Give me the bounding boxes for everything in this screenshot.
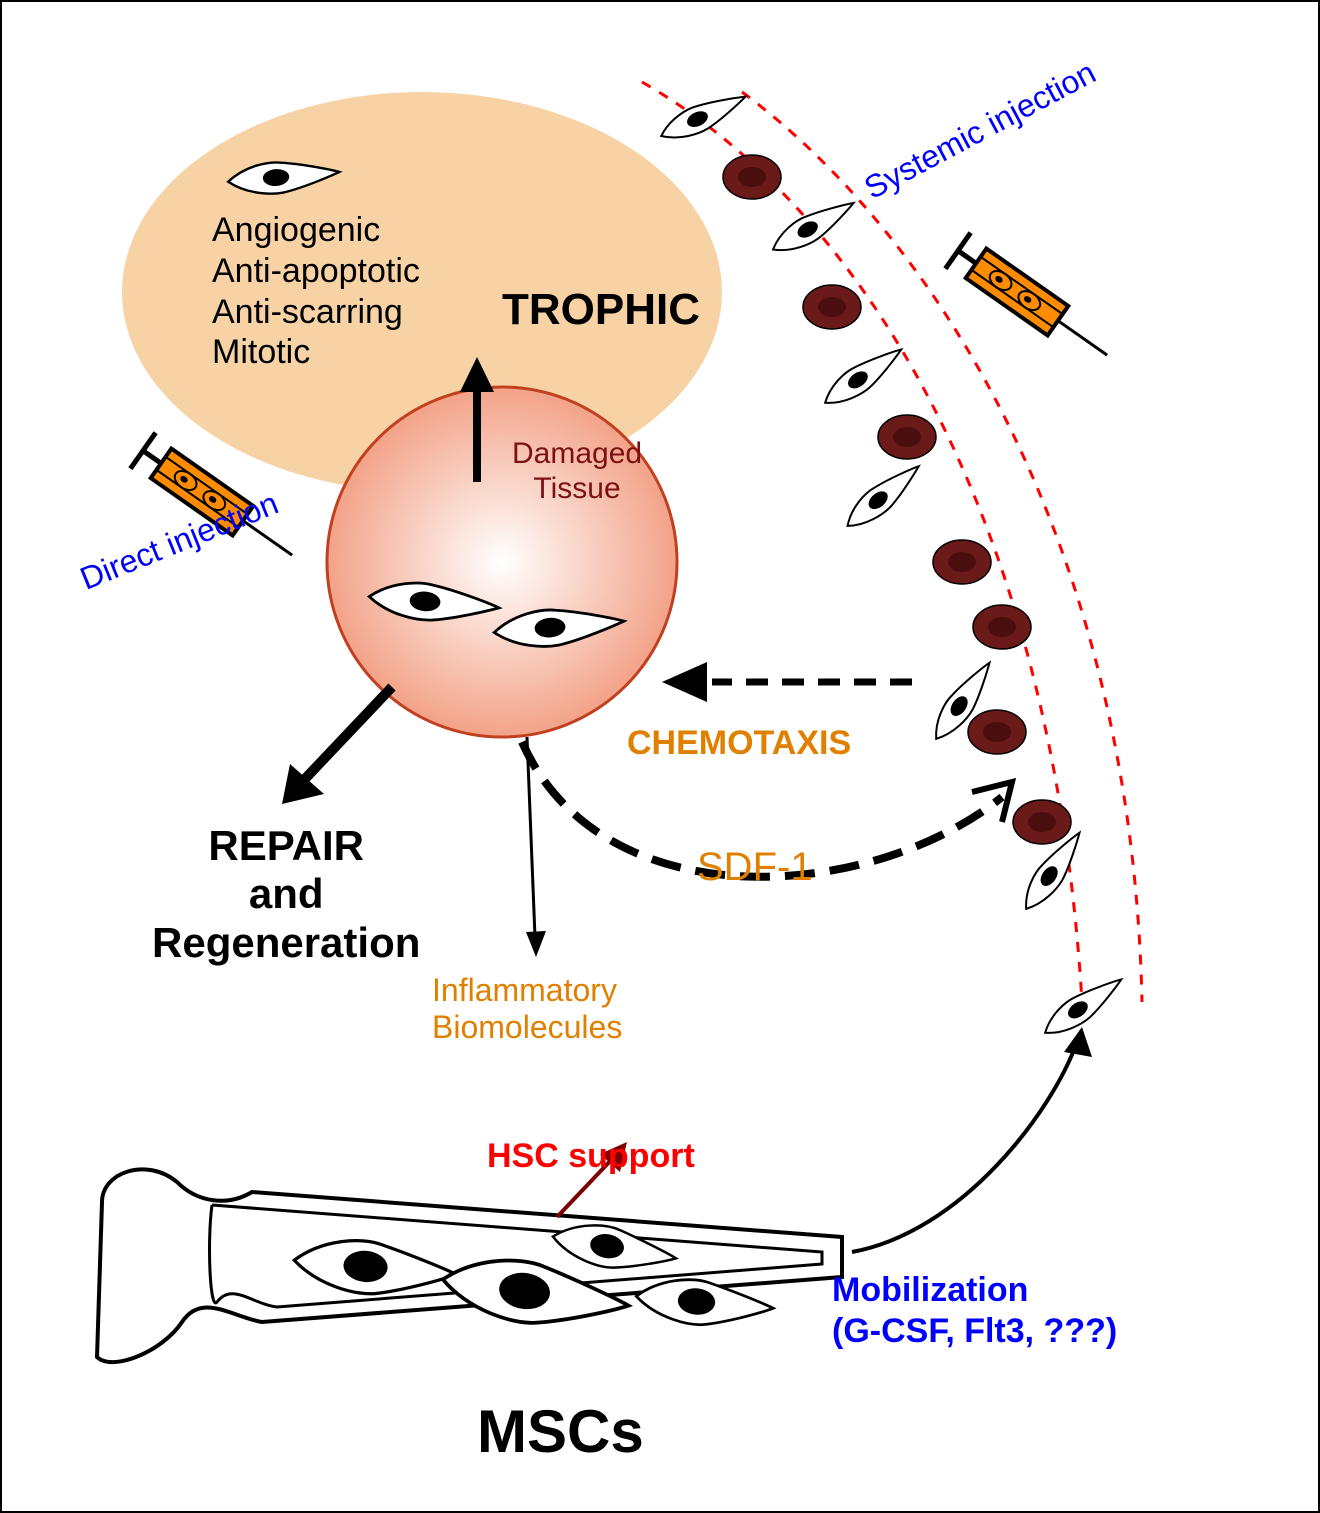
hsc-support-label: HSC support — [487, 1137, 695, 1176]
trophic-label: TROPHIC — [502, 285, 700, 335]
chemotaxis-label: CHEMOTAXIS — [627, 724, 851, 763]
trophic-area-cell — [227, 157, 341, 198]
bone-msc-cells — [292, 1217, 775, 1336]
bone-marrow-cavity — [210, 1205, 822, 1307]
systemic-injection-label: Systemic injection — [858, 54, 1101, 207]
vessel-msc-cells — [656, 85, 1129, 1043]
direct-injection-label: Direct injection — [75, 485, 283, 598]
mobilization-label: Mobilization (G-CSF, Flt3, ???) — [832, 1270, 1117, 1352]
chemotaxis-arrow — [662, 662, 912, 702]
damaged-tissue-label: Damaged Tissue — [512, 437, 642, 506]
bone-outline — [97, 1169, 842, 1362]
trophic-list-label: Angiogenic Anti-apoptotic Anti-scarring … — [212, 210, 420, 373]
mobilization-arrow — [852, 1027, 1092, 1252]
diagram-canvas: Angiogenic Anti-apoptotic Anti-scarring … — [0, 0, 1320, 1513]
mscs-label: MSCs — [477, 1397, 644, 1466]
repair-arrow — [282, 687, 392, 804]
sdf1-label: SDF-1 — [697, 845, 813, 890]
inflammatory-arrow — [526, 737, 546, 957]
trophic-arrow — [460, 357, 494, 482]
systemic-injection-syringe — [945, 233, 1119, 373]
repair-label: REPAIR and Regeneration — [152, 822, 420, 967]
damaged-tissue-cells — [368, 579, 626, 651]
inflammatory-label: Inflammatory Biomolecules — [432, 972, 622, 1046]
